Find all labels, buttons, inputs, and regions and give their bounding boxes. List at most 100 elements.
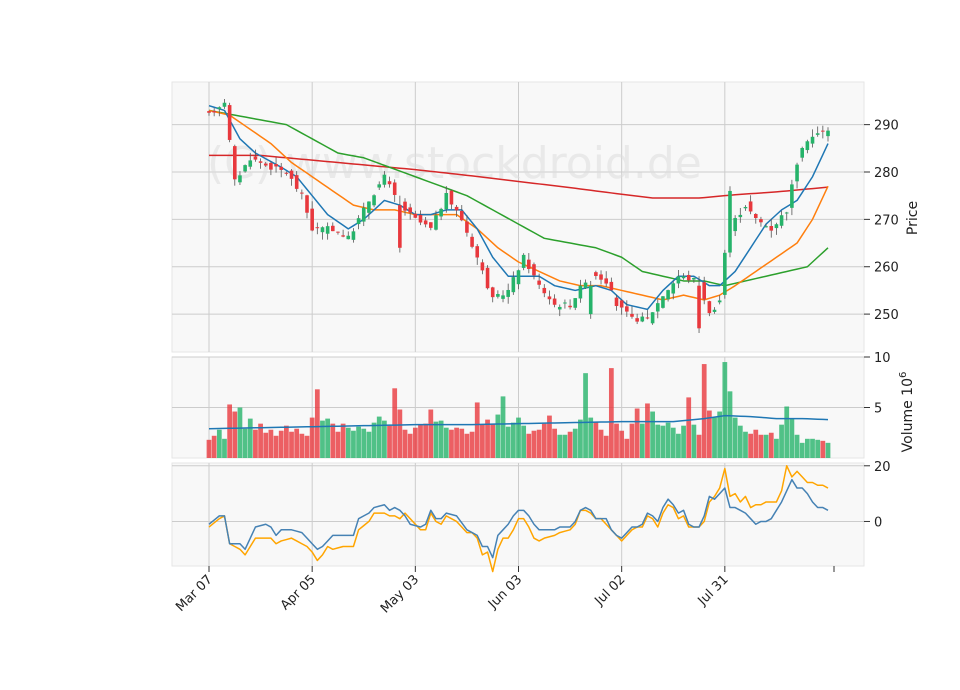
volume-bar: [603, 435, 609, 458]
volume-bar: [304, 435, 310, 458]
candle-body: [557, 306, 562, 310]
volume-bar: [242, 428, 248, 458]
volume-bar: [320, 420, 325, 458]
volume-bar: [273, 435, 279, 458]
volume-bar: [567, 431, 573, 458]
candle-body: [728, 190, 732, 253]
volume-bar: [593, 421, 599, 458]
y-tick-label: 280: [874, 166, 899, 181]
volume-bar: [557, 434, 563, 458]
candle-body: [521, 254, 526, 268]
candle-body: [289, 170, 294, 179]
candle-body: [429, 222, 433, 228]
candle-body: [377, 184, 382, 188]
volume-bar: [485, 419, 490, 458]
candle-body: [630, 313, 634, 317]
volume-bar: [309, 417, 315, 458]
volume-bar: [608, 368, 614, 458]
candle-body: [207, 111, 211, 113]
volume-bar: [521, 425, 527, 458]
candle-body: [284, 172, 289, 174]
oscillator-lines-layer: [208, 465, 829, 573]
volume-bar: [418, 424, 423, 458]
volume-bar: [495, 414, 501, 458]
candle-body: [490, 287, 495, 298]
candle-body: [753, 213, 758, 218]
volume-bar: [371, 422, 377, 458]
y-tick-label: 260: [874, 261, 899, 276]
candle-body: [356, 218, 361, 225]
candle-body: [263, 163, 268, 166]
oscillator-orange-line: [208, 465, 829, 573]
volume-axis-label-base: Volume 10: [900, 378, 916, 452]
candle-body: [810, 136, 815, 144]
volume-bar: [650, 411, 655, 458]
candle-body: [459, 210, 464, 221]
candle-body: [361, 207, 366, 222]
volume-bar: [376, 416, 382, 458]
volume-bar: [629, 423, 635, 458]
volume-bar: [397, 409, 403, 458]
volume-bar: [531, 430, 537, 458]
volume-bar: [289, 431, 294, 458]
volume-bar: [299, 433, 305, 458]
volume-bar: [211, 435, 217, 458]
candle-body: [300, 192, 304, 194]
candle-body: [238, 175, 242, 183]
candle-body: [418, 214, 423, 223]
y-tick-label: 0: [874, 515, 882, 530]
candle-body: [671, 283, 676, 294]
candle-body: [331, 225, 335, 232]
volume-axis-label-exponent: 6: [898, 372, 909, 378]
volume-bar: [572, 428, 578, 458]
candle-body: [614, 297, 619, 307]
volume-bar: [335, 431, 341, 458]
sma-200-line: [209, 154, 829, 199]
volume-bar: [237, 407, 243, 458]
candle-body: [779, 215, 784, 226]
volume-bar: [547, 415, 552, 458]
candle-body: [258, 161, 263, 163]
volume-bar: [443, 427, 449, 458]
price-gridlines: [172, 82, 864, 352]
candle-body: [547, 296, 552, 300]
volume-bar: [774, 438, 779, 458]
volume-bar: [552, 428, 557, 458]
candle-body: [666, 290, 670, 300]
volume-bar: [500, 396, 506, 458]
candle-body: [563, 302, 567, 304]
candle-body: [315, 227, 320, 229]
volume-axis-label-group: Volume 106: [898, 372, 916, 453]
candle-body: [578, 285, 583, 299]
volume-bar: [614, 423, 619, 458]
oscillator-y-ticks: 0 20: [864, 460, 891, 530]
x-tick-label: Mar 07: [173, 572, 216, 615]
volume-panel: 5 10 Volume 106: [171, 351, 916, 459]
volume-bar: [438, 420, 444, 458]
volume-axis-label: Volume 106: [898, 372, 916, 453]
candle-body: [594, 272, 598, 277]
candle-body: [635, 318, 639, 322]
volume-y-ticks: 5 10: [864, 351, 891, 417]
volume-bar: [407, 433, 413, 458]
candle-body: [248, 160, 253, 167]
volume-bar: [314, 389, 320, 458]
x-tick-label: Jun 03: [485, 572, 525, 612]
volume-bar: [681, 425, 686, 458]
candle-body: [511, 277, 516, 293]
volume-bar: [480, 424, 485, 458]
x-tick-label: Apr 05: [278, 572, 319, 613]
volume-bar: [541, 423, 547, 458]
candle-body: [387, 181, 392, 185]
candle-body: [697, 285, 701, 329]
candle-body: [795, 164, 799, 182]
candle-body: [470, 236, 474, 247]
candle-body: [717, 300, 722, 303]
candle-body: [506, 289, 510, 297]
candle-body: [738, 214, 743, 218]
volume-bar: [449, 429, 454, 458]
candle-body: [748, 201, 753, 212]
volume-bar: [428, 409, 434, 458]
candle-body: [774, 224, 779, 229]
candle-body: [269, 162, 273, 170]
